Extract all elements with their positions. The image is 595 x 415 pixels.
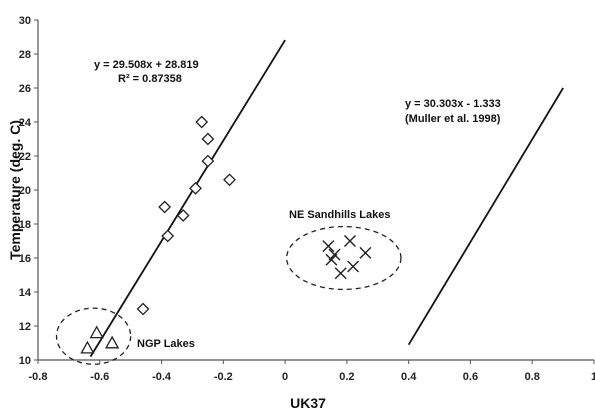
x-point [343, 235, 356, 247]
data-points [80, 115, 372, 354]
diamond-point [158, 200, 172, 214]
x-tick-label: -0.8 [29, 371, 48, 383]
x-point [347, 260, 360, 273]
y-tick-label: 18 [19, 219, 31, 231]
y-tick-label: 20 [19, 185, 31, 197]
x-tick-label: 0.8 [525, 371, 540, 383]
y-tick-label: 14 [19, 287, 32, 299]
axes: -0.8 -0.6 -0.4 -0.2 0 0.2 0.4 0.6 0.8 1 10 12 14 16 18… [19, 15, 595, 383]
diamond-point [223, 173, 236, 187]
x-axis-title: UK37 [290, 395, 326, 411]
fit-line [89, 39, 286, 358]
ne-sandhills-label: NE Sandhills Lakes [289, 209, 390, 221]
diamond-point [201, 132, 215, 146]
cluster-ellipse [286, 225, 402, 291]
diamond-point [176, 209, 190, 222]
y-tick-label: 10 [19, 355, 31, 367]
y-tick-label: 28 [19, 49, 31, 61]
muller-citation-label: (Muller et al. 1998) [405, 113, 501, 125]
muller-equation-label: y = 30.303x - 1.333 [405, 98, 501, 110]
fit-equation-label: y = 29.508x + 28.819 [94, 59, 199, 71]
x-point [334, 267, 347, 280]
x-point [359, 246, 372, 259]
x-tick-label: -0.6 [90, 371, 109, 383]
x-tick-label: -0.4 [152, 371, 172, 383]
triangle-point [89, 325, 104, 339]
y-tick-label: 16 [19, 253, 31, 265]
x-point [325, 253, 338, 266]
diamond-point [201, 154, 215, 168]
diamond-point [195, 115, 209, 129]
x-tick-label: 0.4 [401, 371, 417, 383]
x-tick-label: 0 [282, 371, 288, 383]
y-tick-label: 30 [19, 15, 31, 27]
x-point [322, 240, 335, 253]
y-axis-title: Temperature (deg. C) [7, 120, 23, 260]
diamond-point [136, 302, 150, 316]
x-tick-label: 0.6 [463, 371, 478, 383]
cluster-ellipse [55, 307, 132, 365]
triangle-point [105, 335, 120, 349]
diamond-point [189, 181, 202, 195]
cluster-ellipses [55, 225, 402, 365]
regression-lines [89, 39, 564, 358]
y-tick-label: 24 [19, 117, 32, 129]
diamond-point [161, 229, 175, 243]
y-tick-label: 12 [19, 321, 31, 333]
muller-line [407, 87, 564, 346]
y-tick-label: 26 [19, 83, 31, 95]
y-tick-label: 22 [19, 151, 31, 163]
x-tick-label: 0.2 [339, 371, 354, 383]
x-tick-label: 1 [591, 371, 595, 383]
x-tick-label: -0.2 [214, 371, 233, 383]
triangle-point [80, 340, 95, 354]
ngp-lakes-label: NGP Lakes [137, 338, 195, 350]
fit-r2-label: R² = 0.87358 [118, 73, 182, 85]
